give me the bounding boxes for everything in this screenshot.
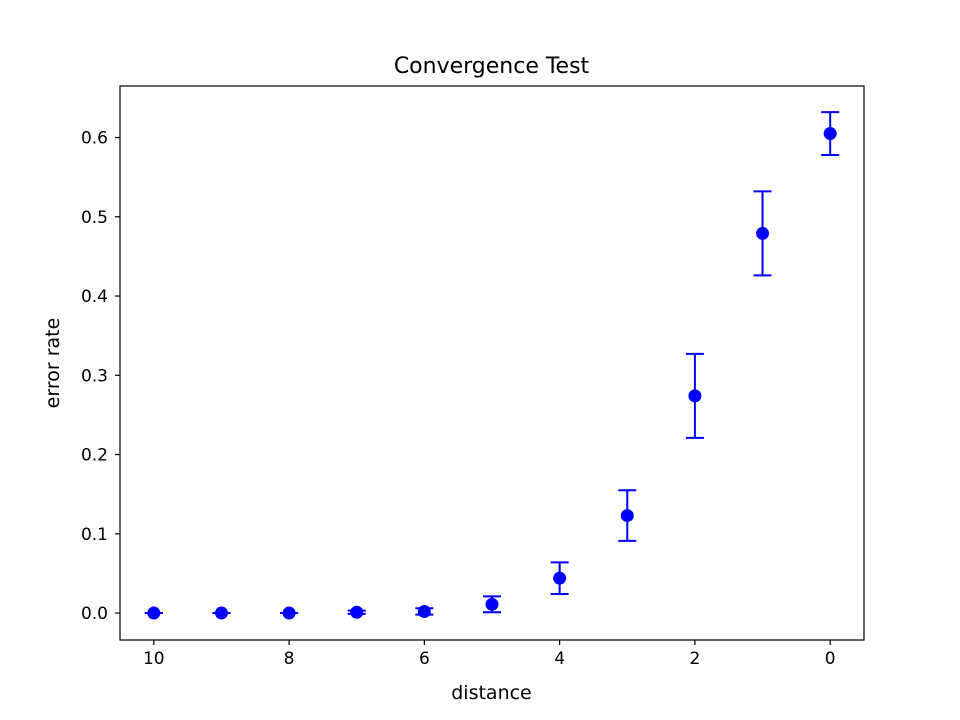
data-points [147,127,837,620]
data-point [417,604,431,618]
data-point [823,127,837,141]
y-tick-label: 0.2 [81,446,108,466]
y-tick-label: 0.3 [81,366,108,386]
data-point [282,606,296,620]
y-tick-label: 0.1 [81,525,108,545]
data-point [214,606,228,620]
data-point [485,597,499,611]
x-axis-label: distance [451,682,532,704]
x-tick-label: 6 [419,649,430,669]
chart-title: Convergence Test [394,54,590,79]
y-tick-label: 0.0 [81,604,108,624]
axis-ticks: 10 8 6 4 2 0 0.0 0.1 0.2 0.3 0.4 0.5 0.6 [81,129,836,669]
data-point [147,606,161,620]
x-tick-label: 8 [284,649,295,669]
data-point [553,571,567,585]
data-point [350,605,364,619]
y-tick-label: 0.6 [81,129,108,149]
x-tick-label: 10 [143,649,165,669]
data-point [756,226,770,240]
y-axis-label: error rate [42,318,64,409]
data-point [620,509,634,523]
x-tick-label: 2 [689,649,700,669]
data-point [688,389,702,403]
plot-area-frame [119,85,865,641]
x-tick-label: 4 [554,649,565,669]
x-tick-label: 0 [825,649,836,669]
y-tick-label: 0.4 [81,287,108,307]
y-tick-label: 0.5 [81,208,108,228]
